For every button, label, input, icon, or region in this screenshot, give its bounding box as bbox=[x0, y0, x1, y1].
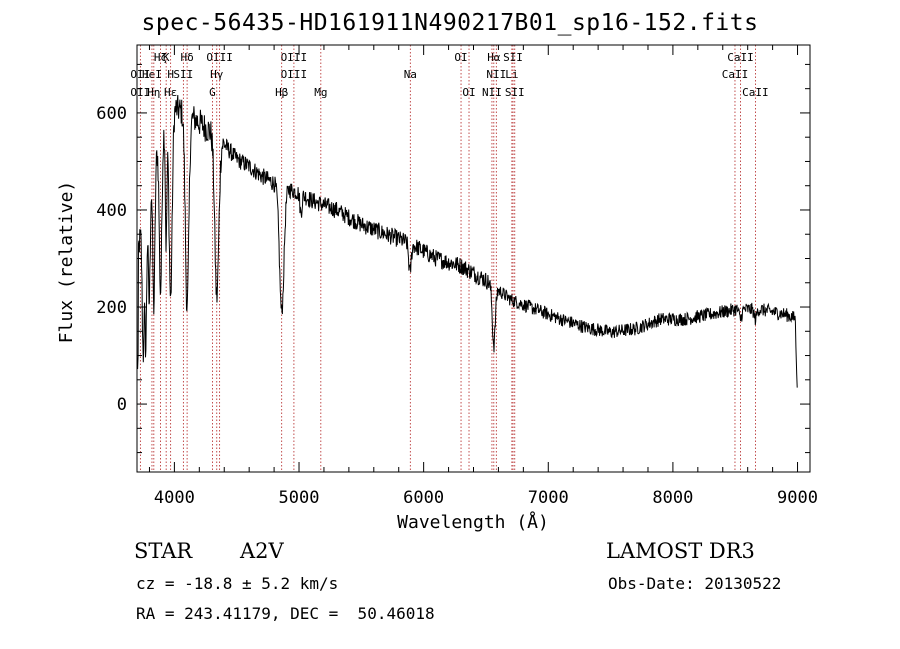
y-tick-label: 0 bbox=[117, 395, 127, 415]
x-tick-label: 9000 bbox=[777, 488, 818, 508]
axis-ticks bbox=[137, 45, 810, 472]
spectral-line-label: Hη bbox=[147, 86, 160, 99]
spectral-line-label: Na bbox=[404, 68, 417, 81]
spectral-line-label: OIII bbox=[206, 51, 233, 64]
spectrum-line bbox=[137, 94, 798, 388]
spectral-line-label: Hζ bbox=[154, 51, 167, 64]
x-tick-label: 7000 bbox=[528, 488, 569, 508]
spectral-line-label: Hα bbox=[487, 51, 501, 64]
x-tick-label: 4000 bbox=[154, 488, 195, 508]
spectral-line-label: Hγ bbox=[210, 68, 224, 81]
spectral-line-label: Hδ bbox=[180, 51, 193, 64]
observation-date: Obs-Date: 20130522 bbox=[608, 574, 782, 593]
spectral-line-label: NII bbox=[482, 86, 502, 99]
spectral-line-label: H bbox=[167, 68, 174, 81]
spectral-line-label: K bbox=[163, 51, 170, 64]
spectral-line-label: SII bbox=[503, 51, 523, 64]
spectral-line-label: CaII bbox=[722, 68, 749, 81]
spectral-line-label: Hε bbox=[164, 86, 177, 99]
spectral-line-label: G bbox=[209, 86, 216, 99]
y-axis-label: Flux (relative) bbox=[56, 181, 77, 344]
spectral-line-label: OI bbox=[462, 86, 475, 99]
y-tick-label: 400 bbox=[96, 201, 127, 221]
y-tick-label: 600 bbox=[96, 104, 127, 124]
spectral-line-label: Hβ bbox=[275, 86, 289, 99]
object-type: STAR bbox=[134, 539, 193, 563]
object-subclass: A2V bbox=[240, 539, 284, 563]
x-tick-label: 8000 bbox=[652, 488, 693, 508]
spectral-line-label: CaII bbox=[742, 86, 769, 99]
spectral-line-label: OII bbox=[130, 86, 150, 99]
spectral-line-label: NII bbox=[486, 68, 506, 81]
x-tick-label: 6000 bbox=[403, 488, 444, 508]
spectral-line-label: CaII bbox=[727, 51, 754, 64]
axis-tick-labels: 4000 5000 6000 7000 8000 9000 0 200 400 600 bbox=[96, 104, 818, 508]
survey-name: LAMOST DR3 bbox=[606, 539, 755, 563]
spectral-line-label: OIII bbox=[281, 68, 308, 81]
chart-title: spec-56435-HD161911N490217B01_sp16-152.f… bbox=[141, 10, 759, 36]
plot-frame bbox=[136, 44, 811, 473]
y-tick-label: 200 bbox=[96, 298, 127, 318]
spectral-line-label: OII bbox=[130, 68, 150, 81]
spectral-line-label: Li bbox=[505, 68, 518, 81]
spectral-line-label: HeI bbox=[142, 68, 162, 81]
spectral-line-label: Mg bbox=[314, 86, 327, 99]
x-tick-label: 5000 bbox=[279, 488, 320, 508]
spectral-line-label: SII bbox=[505, 86, 525, 99]
spectral-line-label: SII bbox=[173, 68, 193, 81]
spectral-line-label: OI bbox=[454, 51, 467, 64]
coordinates: RA = 243.41179, DEC = 50.46018 bbox=[136, 604, 435, 623]
x-axis-label: Wavelength (Å) bbox=[397, 511, 549, 533]
spectral-line-label: OIII bbox=[281, 51, 308, 64]
redshift-value: cz = -18.8 ± 5.2 km/s bbox=[136, 574, 339, 593]
